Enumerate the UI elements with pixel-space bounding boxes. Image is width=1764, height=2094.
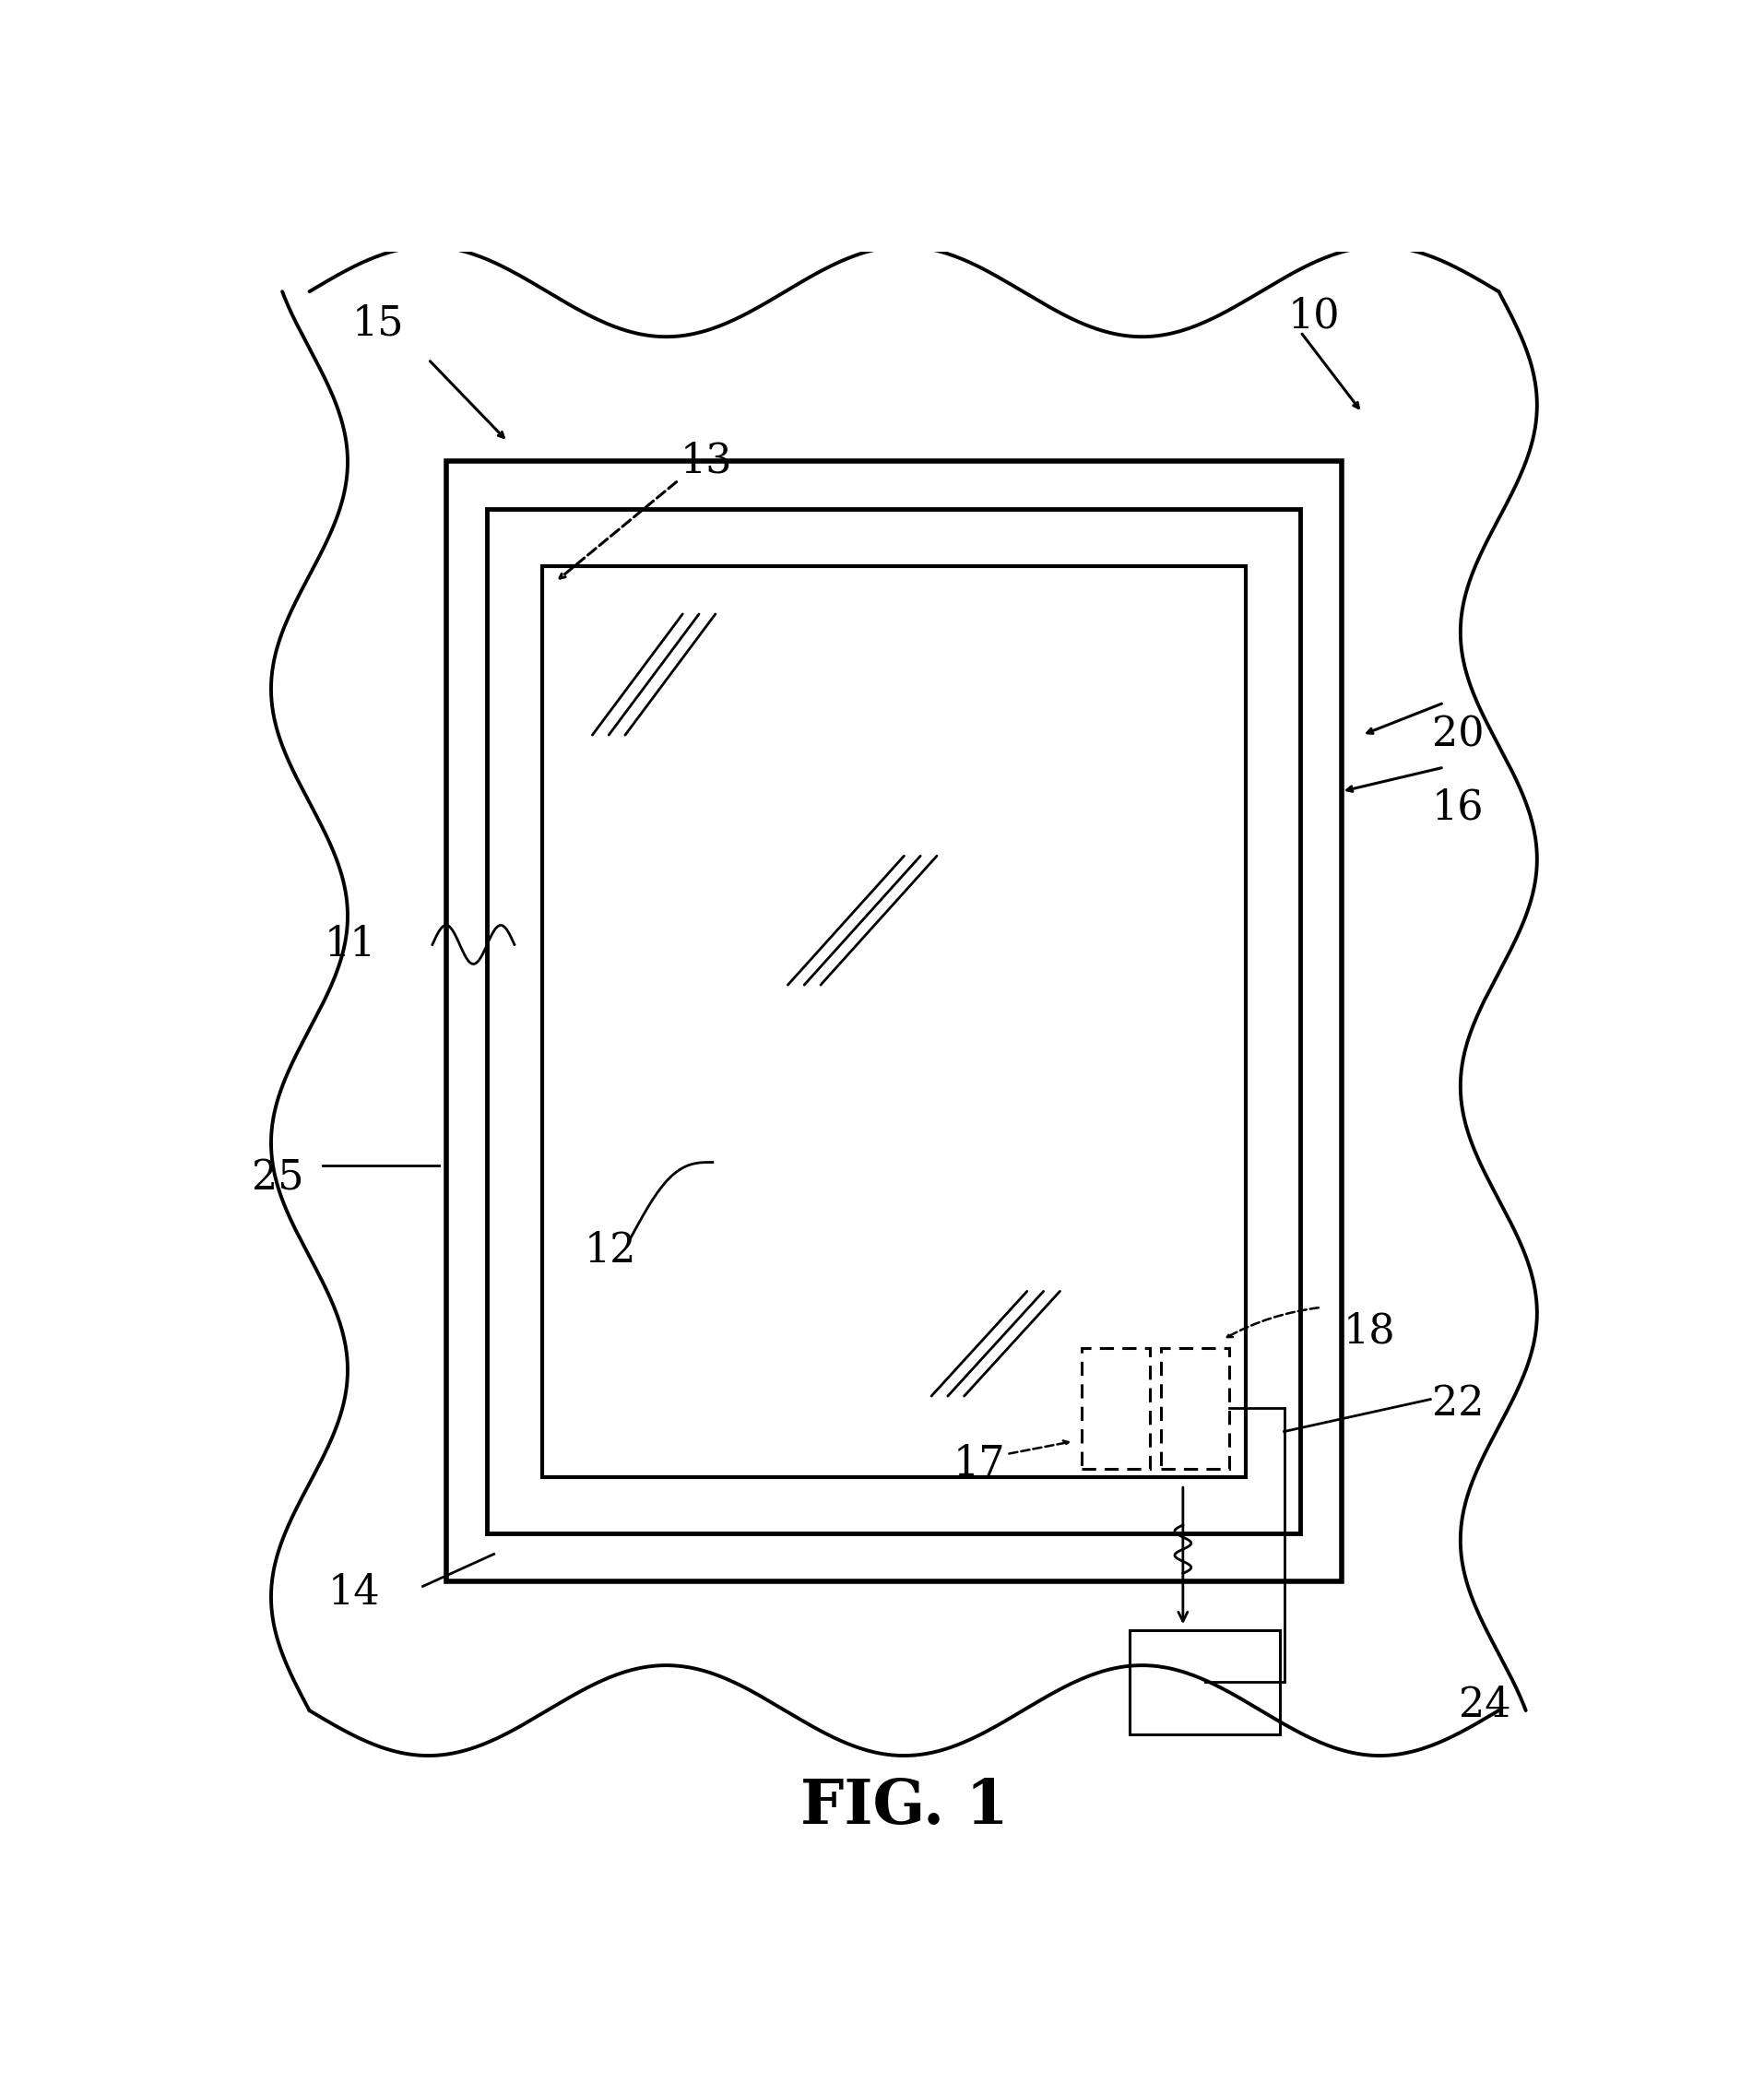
Text: 15: 15 [351, 304, 404, 343]
Bar [1161, 1349, 1230, 1468]
Text: FIG. 1: FIG. 1 [799, 1778, 1009, 1836]
Text: 17: 17 [953, 1445, 1005, 1485]
Text: 16: 16 [1432, 787, 1484, 827]
Text: 13: 13 [679, 442, 732, 482]
Text: 22: 22 [1432, 1384, 1484, 1424]
Text: 18: 18 [1342, 1311, 1395, 1351]
Bar [446, 461, 1342, 1581]
Bar [1129, 1629, 1281, 1734]
Text: 11: 11 [325, 926, 376, 965]
Text: 10: 10 [1288, 295, 1341, 335]
Text: 20: 20 [1432, 714, 1484, 756]
Bar [542, 565, 1245, 1476]
Text: 24: 24 [1459, 1686, 1512, 1725]
Text: 12: 12 [584, 1231, 637, 1271]
Bar [1081, 1349, 1150, 1468]
Text: 25: 25 [252, 1158, 303, 1198]
Bar [487, 509, 1300, 1533]
Text: 14: 14 [328, 1573, 381, 1612]
